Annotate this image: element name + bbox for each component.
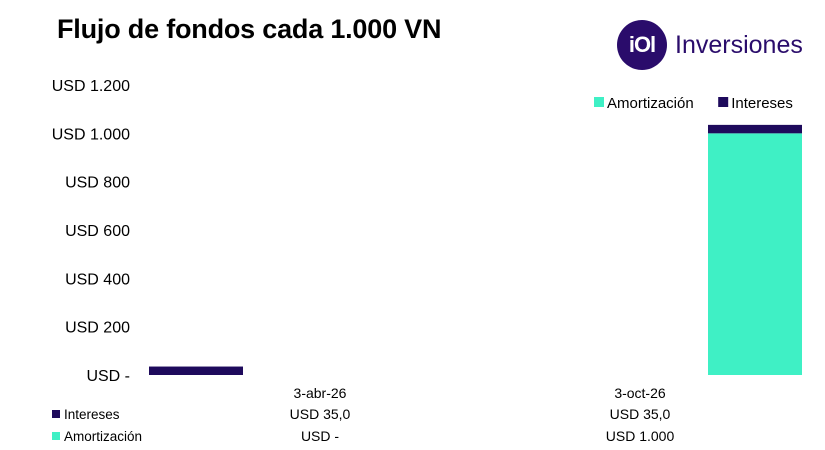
y-tick-label: USD 600 [65,223,130,240]
y-tick-label: USD 800 [65,175,130,192]
y-tick-label: USD 200 [65,320,130,337]
y-tick-label: USD 400 [65,271,130,288]
table-row-label-amortizacion: Amortización [64,429,142,444]
table-cell: USD 35,0 [610,406,671,422]
y-tick-label: USD - [86,368,130,385]
table-cell: USD 35,0 [290,406,351,422]
category-label: 3-abr-26 [294,385,347,401]
iol-logo-icon: iOl [617,20,667,70]
y-tick-label: USD 1.200 [52,78,130,95]
bar-intereses [149,366,243,375]
brand-logo-block: iOl Inversiones [617,18,803,72]
legend-label-intereses: Intereses [731,95,793,112]
brand-name: Inversiones [675,30,803,59]
table-cell: USD - [301,428,339,444]
table-swatch-amortizacion [52,432,60,440]
page-title: Flujo de fondos cada 1.000 VN [57,14,442,44]
legend-swatch-amortizacion [594,97,604,107]
bar-amortizacion [708,133,802,375]
y-tick-label: USD 1.000 [52,126,130,143]
bar-intereses [708,124,802,134]
legend-label-amortizacion: Amortización [607,95,694,112]
table-row-label-intereses: Intereses [64,407,120,422]
table-swatch-intereses [52,410,60,418]
table-cell: USD 1.000 [606,428,675,444]
category-label: 3-oct-26 [614,385,666,401]
legend-swatch-intereses [718,97,729,107]
